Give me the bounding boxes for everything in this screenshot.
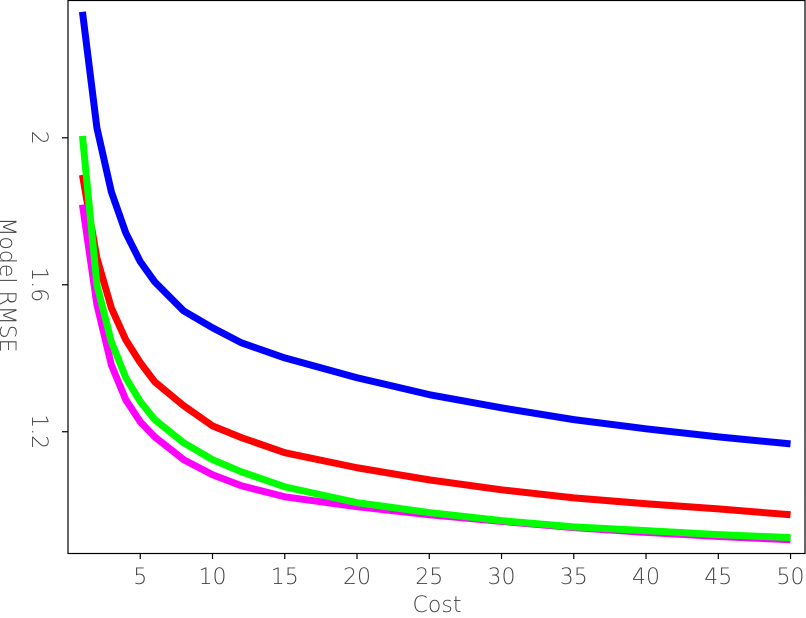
- x-tick-label: 50: [777, 565, 805, 590]
- x-tick-label: 20: [343, 565, 371, 590]
- x-tick-label: 25: [415, 565, 443, 590]
- x-tick-label: 10: [199, 565, 227, 590]
- plot-frame: [67, 0, 806, 555]
- line-series: [78, 11, 791, 448]
- x-axis-label: Cost: [413, 593, 462, 618]
- y-tick-label: 2: [26, 131, 51, 145]
- x-tick-label: 30: [488, 565, 516, 590]
- x-tick-label: 35: [560, 565, 588, 590]
- x-tick-label: 45: [704, 565, 732, 590]
- x-tick-label: 40: [632, 565, 660, 590]
- line-series: [78, 135, 791, 542]
- y-tick-label: 1.6: [26, 267, 51, 302]
- x-tick-label: 5: [133, 565, 147, 590]
- line-series: [79, 174, 791, 519]
- y-axis-label: Model RMSE: [0, 217, 19, 352]
- line-series: [78, 204, 791, 544]
- x-tick-label: 15: [271, 565, 299, 590]
- y-tick-label: 1.2: [26, 414, 51, 449]
